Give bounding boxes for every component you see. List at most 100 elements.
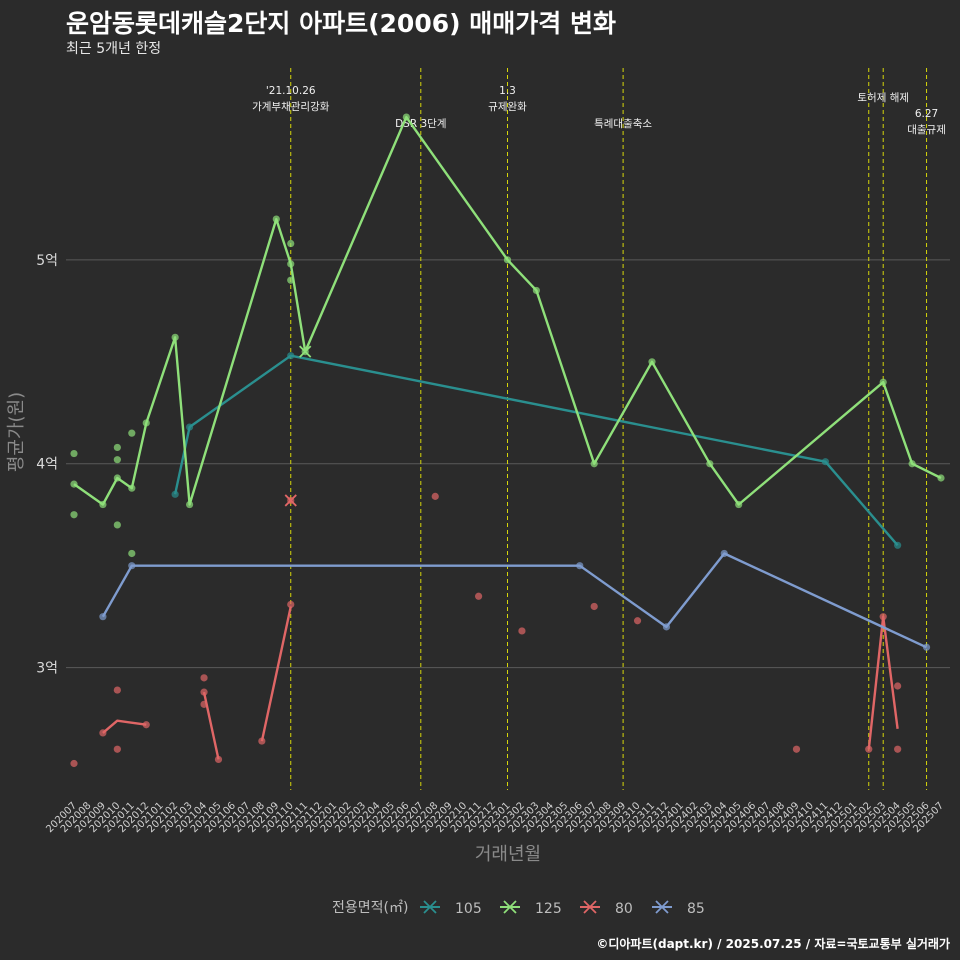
- data-point-125: [287, 260, 295, 268]
- data-point-85: [128, 562, 136, 570]
- cancelled-point-125: [299, 345, 312, 358]
- legend: 전용면적(㎡) 105 125 80 85: [332, 900, 705, 917]
- data-point-125: [128, 484, 136, 492]
- policy-event-label: 특례대출축소: [594, 118, 652, 130]
- data-points: [70, 113, 945, 768]
- legend-label: 125: [535, 901, 562, 917]
- data-point-125: [590, 460, 598, 468]
- data-point-125: [186, 500, 194, 509]
- data-point-80: [214, 755, 223, 764]
- data-point-80: [879, 613, 887, 621]
- data-point-80: [894, 745, 902, 753]
- legend-item-85: 85: [652, 900, 705, 917]
- data-point-105: [287, 352, 295, 360]
- data-point-105: [894, 541, 902, 549]
- data-point-125: [99, 500, 107, 509]
- data-point-80: [70, 759, 78, 768]
- data-point-80: [200, 674, 208, 682]
- data-point-125: [128, 549, 136, 558]
- data-point-105: [171, 490, 179, 498]
- data-point-80: [633, 617, 642, 625]
- data-point-80: [590, 602, 598, 611]
- data-point-80: [287, 600, 295, 609]
- series-line-80: [260, 606, 292, 742]
- data-point-125: [113, 456, 121, 464]
- data-point-80: [518, 627, 526, 635]
- data-point-85: [662, 623, 671, 631]
- data-point-80: [894, 682, 902, 690]
- legend-item-80: 80: [580, 900, 633, 917]
- policy-event-label: 토허제 해제: [857, 91, 909, 104]
- data-point-125: [142, 419, 150, 427]
- data-point-125: [402, 113, 410, 121]
- data-point-125: [287, 276, 295, 284]
- legend-key-cross: [655, 900, 669, 914]
- data-point-80: [258, 737, 266, 745]
- legend-item-125: 125: [500, 900, 562, 917]
- data-point-80: [865, 745, 873, 753]
- legend-label: 85: [687, 901, 705, 917]
- y-axis: 3억 4억 5억: [36, 253, 58, 677]
- data-point-80: [431, 492, 439, 500]
- data-point-80: [200, 688, 208, 696]
- data-point-80: [113, 686, 121, 694]
- data-point-125: [735, 500, 743, 509]
- data-point-80: [142, 721, 150, 729]
- data-point-125: [70, 511, 78, 519]
- series-line-80: [102, 719, 147, 734]
- policy-event-label: 가계부채관리강화: [252, 101, 330, 113]
- data-point-125: [879, 378, 887, 386]
- data-point-125: [113, 521, 121, 529]
- legend-title: 전용면적(㎡): [332, 900, 408, 916]
- data-point-125: [70, 480, 78, 488]
- data-point-125: [532, 286, 541, 295]
- legend-label: 80: [615, 901, 633, 917]
- y-tick-label: 3억: [36, 661, 58, 677]
- data-point-80: [200, 700, 208, 708]
- data-point-80: [99, 729, 107, 737]
- data-point-105: [186, 423, 194, 431]
- data-point-85: [576, 562, 584, 570]
- chart-title: 운암동롯데캐슬2단지 아파트(2006) 매매가격 변화: [66, 9, 616, 38]
- data-point-85: [99, 613, 107, 621]
- data-point-80: [792, 745, 801, 753]
- y-tick-label: 5억: [36, 253, 58, 269]
- data-point-125: [171, 333, 179, 341]
- chart-subtitle: 최근 5개년 한정: [66, 41, 162, 57]
- data-point-85: [922, 643, 931, 651]
- series-line-85: [101, 552, 928, 649]
- data-point-125: [287, 239, 295, 248]
- data-point-125: [113, 474, 121, 482]
- data-point-125: [503, 256, 512, 264]
- legend-key-cross: [423, 900, 437, 914]
- legend-key-cross: [583, 900, 597, 914]
- data-point-125: [113, 443, 121, 452]
- data-point-85: [720, 549, 728, 558]
- policy-event-label: '21.10.26: [266, 85, 316, 97]
- policy-event-label: 규제완화: [488, 100, 527, 113]
- series-line-105: [173, 354, 899, 547]
- y-axis-title: 평균가(원): [6, 392, 27, 472]
- data-point-105: [821, 458, 830, 466]
- legend-label: 105: [455, 901, 482, 917]
- cancelled-point-80: [284, 494, 297, 507]
- data-point-125: [128, 429, 136, 437]
- data-point-125: [706, 460, 714, 468]
- policy-event-label: 6.27: [915, 108, 938, 120]
- data-point-125: [908, 460, 916, 468]
- legend-key-cross: [503, 900, 517, 914]
- policy-event-label: 대출규제: [907, 124, 946, 136]
- policy-event-label: 1.3: [499, 85, 516, 97]
- data-point-125: [937, 474, 945, 482]
- data-point-125: [70, 449, 78, 458]
- data-point-80: [113, 745, 121, 753]
- x-axis-title: 거래년월: [475, 844, 541, 865]
- source-caption: ©디아파트(dapt.kr) / 2025.07.25 / 자료=국토교통부 실…: [596, 937, 950, 951]
- data-point-125: [648, 358, 656, 366]
- data-point-80: [475, 592, 483, 600]
- legend-item-105: 105: [420, 900, 482, 917]
- y-tick-label: 4억: [36, 457, 58, 473]
- x-axis: 2020072020082020092020102020112020122021…: [44, 800, 946, 835]
